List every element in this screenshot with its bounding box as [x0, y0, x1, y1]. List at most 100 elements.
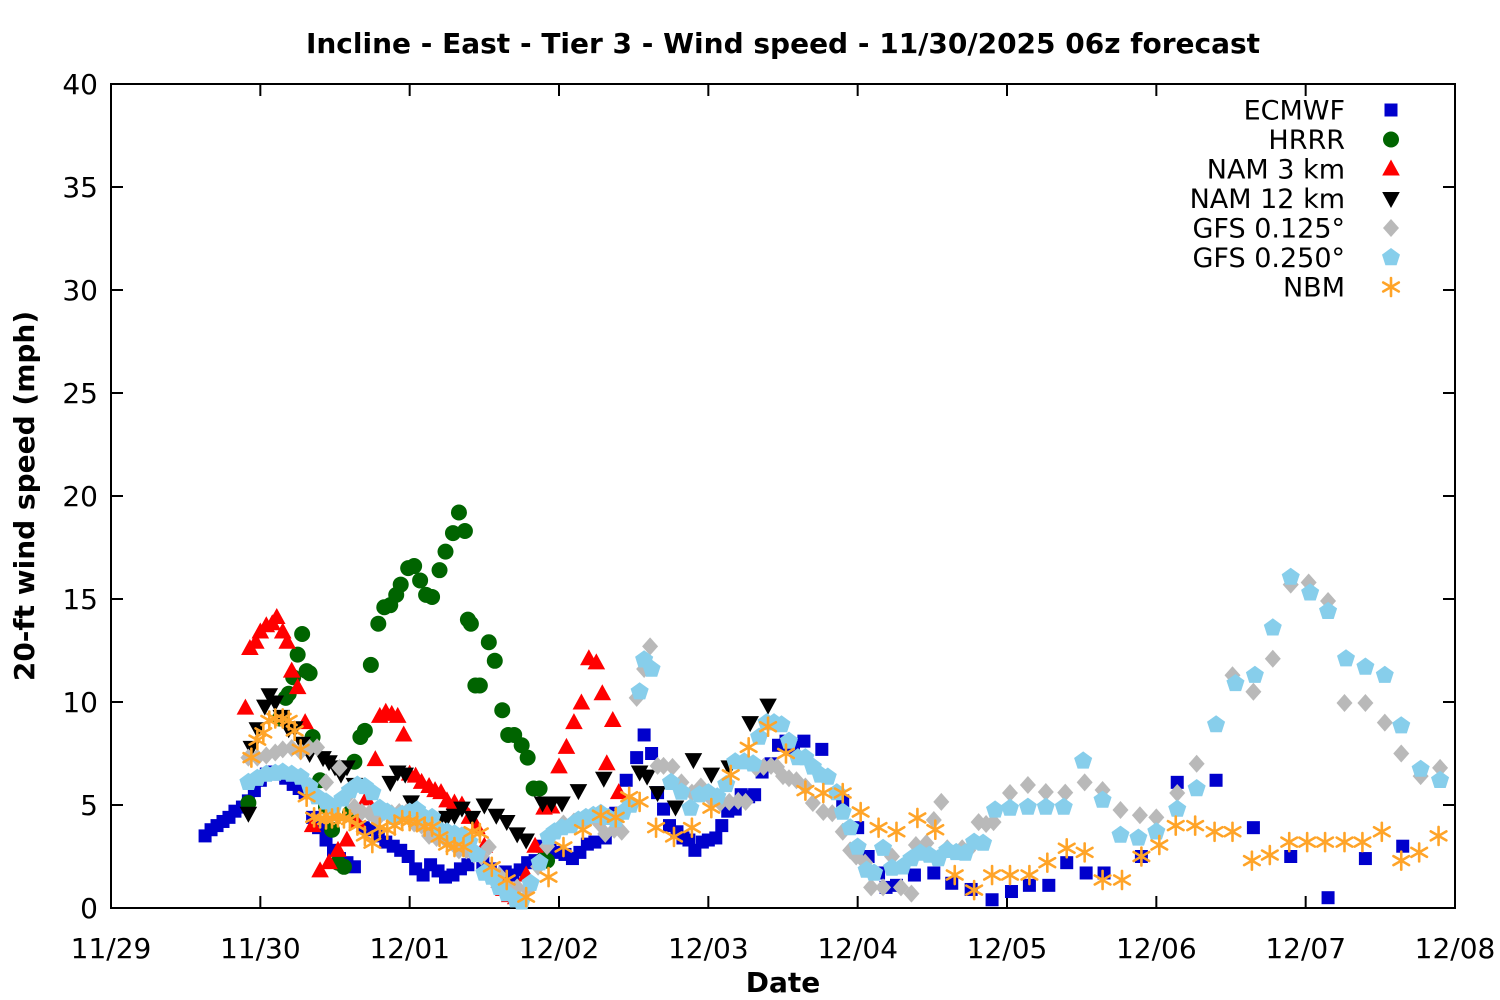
legend-label: NAM 12 km: [1190, 184, 1345, 215]
chart-title: Incline - East - Tier 3 - Wind speed - 1…: [306, 27, 1260, 60]
data-point: [721, 792, 738, 811]
data-point: [591, 804, 610, 826]
data-point: [363, 832, 382, 854]
data-point: [737, 792, 754, 811]
data-point: [1226, 674, 1245, 692]
data-point: [1321, 891, 1335, 905]
data-point: [815, 742, 829, 756]
data-point: [1284, 850, 1298, 863]
data-point: [424, 588, 441, 605]
data-point: [833, 782, 852, 804]
data-point: [531, 780, 548, 797]
data-point: [486, 652, 503, 669]
data-point: [394, 725, 413, 742]
legend-item-nam-12-km: NAM 12 km: [1190, 184, 1400, 215]
x-tick-label: 12/02: [519, 932, 600, 965]
data-point: [1281, 567, 1300, 585]
data-point: [1245, 665, 1264, 683]
data-point: [462, 615, 479, 632]
data-point: [926, 819, 945, 841]
data-point: [402, 795, 420, 812]
data-point: [1169, 784, 1186, 803]
data-point: [744, 754, 763, 772]
data-point: [1392, 850, 1411, 871]
data-point: [702, 767, 721, 784]
data-point: [1298, 831, 1317, 853]
data-point: [572, 693, 591, 710]
data-point: [366, 750, 385, 767]
data-point: [1038, 852, 1057, 873]
data-point: [851, 801, 870, 823]
data-point: [1060, 856, 1074, 870]
data-point: [1396, 839, 1410, 853]
data-point: [1004, 885, 1018, 899]
data-point: [1264, 649, 1281, 668]
data-point: [1074, 751, 1093, 769]
legend-item-hrrr: HRRR: [1268, 125, 1399, 156]
data-point: [509, 878, 526, 897]
data-point: [467, 844, 486, 863]
data-point: [642, 637, 659, 656]
data-point: [666, 800, 685, 817]
y-tick-label: 30: [62, 274, 98, 307]
data-point: [648, 786, 667, 803]
data-point: [494, 702, 511, 719]
y-tick-label: 25: [62, 377, 98, 410]
data-point: [1000, 864, 1020, 886]
data-point: [1410, 842, 1429, 863]
data-point: [463, 810, 482, 827]
data-point: [291, 739, 310, 760]
data-point: [1129, 828, 1148, 846]
data-point: [1357, 694, 1374, 713]
y-axis-title: 20-ft wind speed (mph): [8, 311, 41, 681]
data-point: [672, 782, 691, 800]
data-point: [294, 626, 311, 643]
data-point: [301, 665, 318, 682]
x-tick-label: 12/06: [1116, 932, 1197, 965]
data-point: [758, 716, 778, 738]
data-point: [521, 873, 540, 891]
plot-area: 11/29 11/30 12/01 12/02 12/03 12/04 12/05 12/06…: [62, 68, 1495, 965]
data-point: [1393, 744, 1410, 763]
legend-label: GFS 0.250°: [1193, 243, 1346, 274]
data-point: [645, 747, 659, 760]
data-point: [1018, 797, 1037, 815]
data-point: [1166, 815, 1185, 836]
data-point: [1319, 601, 1338, 619]
data-point: [396, 767, 414, 784]
data-point: [1022, 878, 1036, 892]
data-point: [416, 868, 430, 882]
data-point: [1381, 276, 1401, 298]
data-point: [1411, 759, 1430, 777]
data-point: [530, 853, 549, 871]
data-point: [1384, 103, 1398, 117]
data-point: [887, 821, 906, 843]
data-point: [630, 682, 649, 700]
legend-label: ECMWF: [1244, 96, 1345, 127]
data-point: [982, 864, 1002, 886]
y-tick-label: 20: [62, 480, 98, 513]
data-point: [1246, 821, 1260, 835]
data-point: [684, 753, 703, 770]
data-point: [908, 807, 927, 829]
legend-label: HRRR: [1268, 125, 1345, 156]
data-point: [318, 773, 335, 792]
data-point: [1392, 716, 1411, 734]
x-tick-label: 11/30: [220, 932, 301, 965]
data-point: [1001, 784, 1018, 803]
data-point: [267, 608, 286, 625]
data-point: [709, 831, 723, 845]
data-point: [557, 737, 576, 754]
data-point: [450, 504, 467, 521]
y-tick-label: 40: [62, 68, 98, 101]
data-point: [329, 840, 347, 857]
data-point: [1019, 776, 1036, 795]
data-point: [1429, 825, 1448, 847]
data-point: [1057, 837, 1076, 859]
data-point: [748, 788, 762, 802]
data-point: [517, 886, 536, 908]
data-point: [324, 821, 341, 838]
data-point: [593, 684, 612, 701]
data-point: [430, 826, 449, 848]
data-point: [242, 747, 261, 768]
